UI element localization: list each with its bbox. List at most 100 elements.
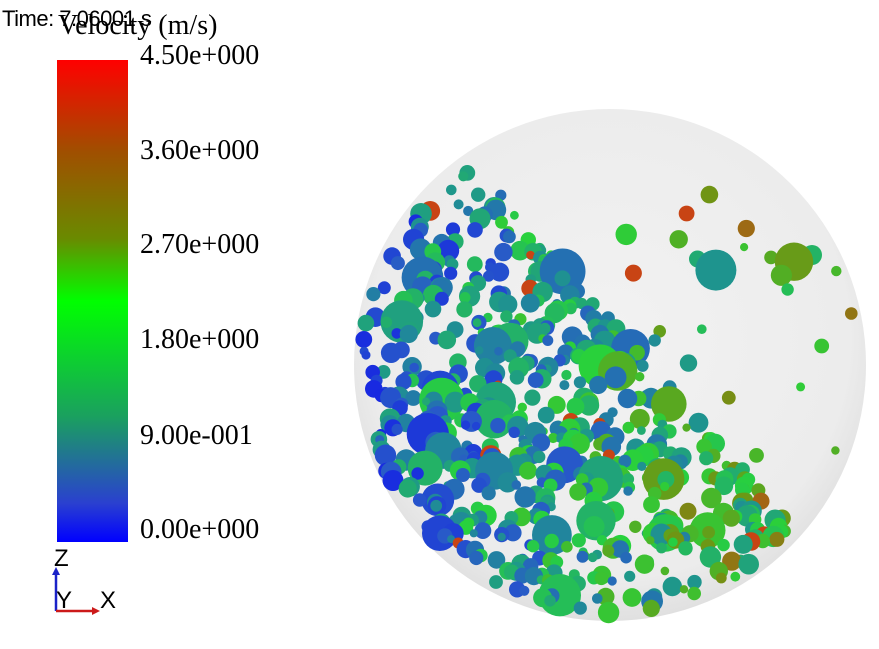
particle — [376, 365, 391, 379]
axes-icon — [52, 567, 100, 615]
particle — [533, 450, 546, 464]
particle — [489, 575, 503, 589]
particle — [561, 541, 573, 553]
particle — [527, 372, 544, 388]
particle — [636, 359, 649, 372]
particle — [637, 461, 647, 471]
particle — [730, 571, 741, 582]
particle — [656, 542, 667, 554]
particle — [592, 593, 603, 604]
particle — [461, 420, 471, 430]
particle — [444, 391, 466, 413]
particle — [629, 520, 642, 533]
particle — [814, 338, 830, 354]
particle — [490, 262, 510, 282]
particle — [548, 432, 559, 444]
particle — [366, 287, 381, 302]
tick-label-1-80: 1.80e+000 — [140, 324, 260, 355]
particle — [764, 250, 778, 265]
particle — [622, 588, 642, 607]
particle — [469, 550, 484, 566]
particle — [722, 551, 742, 571]
particle — [471, 421, 481, 431]
particle — [699, 546, 722, 568]
particle — [796, 382, 806, 392]
particle — [770, 264, 793, 286]
particle — [573, 601, 587, 615]
particle — [444, 266, 458, 280]
particle — [382, 470, 404, 491]
particle — [583, 516, 605, 537]
particle — [634, 554, 655, 574]
particle — [456, 301, 473, 318]
particle — [697, 324, 707, 335]
particle — [561, 369, 572, 381]
particle — [380, 342, 402, 363]
particle — [472, 318, 482, 328]
particle — [687, 586, 701, 601]
particle — [430, 499, 443, 512]
particle — [831, 446, 840, 455]
particle — [395, 373, 412, 390]
particle — [481, 486, 496, 501]
particle — [687, 574, 702, 590]
particle-cloud — [355, 165, 858, 624]
particle — [424, 300, 442, 318]
particle — [679, 502, 697, 520]
particle — [391, 423, 403, 435]
tick-label-2-70: 2.70e+000 — [140, 229, 260, 260]
particle — [721, 390, 736, 405]
legend-title: Velocity (m/s) — [58, 10, 218, 41]
particle — [646, 536, 655, 545]
particle — [380, 316, 393, 328]
particle — [355, 331, 373, 348]
particle — [519, 585, 530, 596]
particle — [537, 406, 555, 424]
particle — [653, 325, 666, 338]
particle — [624, 570, 636, 582]
particle — [446, 184, 457, 196]
particle — [651, 386, 687, 422]
particle — [624, 264, 642, 282]
particle — [607, 576, 617, 586]
orientation-axes: Z Y X — [48, 545, 138, 625]
particle — [740, 243, 749, 252]
particle — [587, 552, 598, 563]
particle — [498, 294, 518, 314]
particle — [398, 479, 417, 498]
particle — [648, 334, 661, 347]
particle — [411, 467, 424, 480]
particle — [544, 595, 556, 607]
particle — [524, 389, 541, 406]
particle — [471, 187, 486, 202]
tick-label-max: 4.50e+000 — [140, 40, 260, 71]
particle — [412, 493, 427, 507]
particle — [571, 533, 586, 548]
particle — [503, 230, 516, 244]
particle — [594, 571, 609, 586]
colorbar — [57, 60, 128, 542]
particle — [511, 480, 522, 490]
particle — [635, 372, 645, 382]
particle — [495, 215, 508, 229]
particle — [474, 522, 492, 539]
particle — [662, 576, 682, 597]
particle — [702, 526, 715, 539]
particle — [459, 292, 471, 303]
axis-x-label: X — [100, 587, 117, 614]
particle — [469, 529, 478, 538]
particle — [589, 375, 608, 395]
particle — [701, 487, 722, 509]
particle — [494, 242, 513, 262]
particle — [409, 362, 420, 373]
particle — [509, 370, 525, 385]
particle — [445, 222, 461, 237]
particle — [467, 222, 483, 238]
particle — [463, 205, 474, 217]
particle — [554, 270, 571, 287]
particle — [623, 486, 633, 496]
particle — [715, 572, 727, 584]
particle — [573, 376, 587, 389]
